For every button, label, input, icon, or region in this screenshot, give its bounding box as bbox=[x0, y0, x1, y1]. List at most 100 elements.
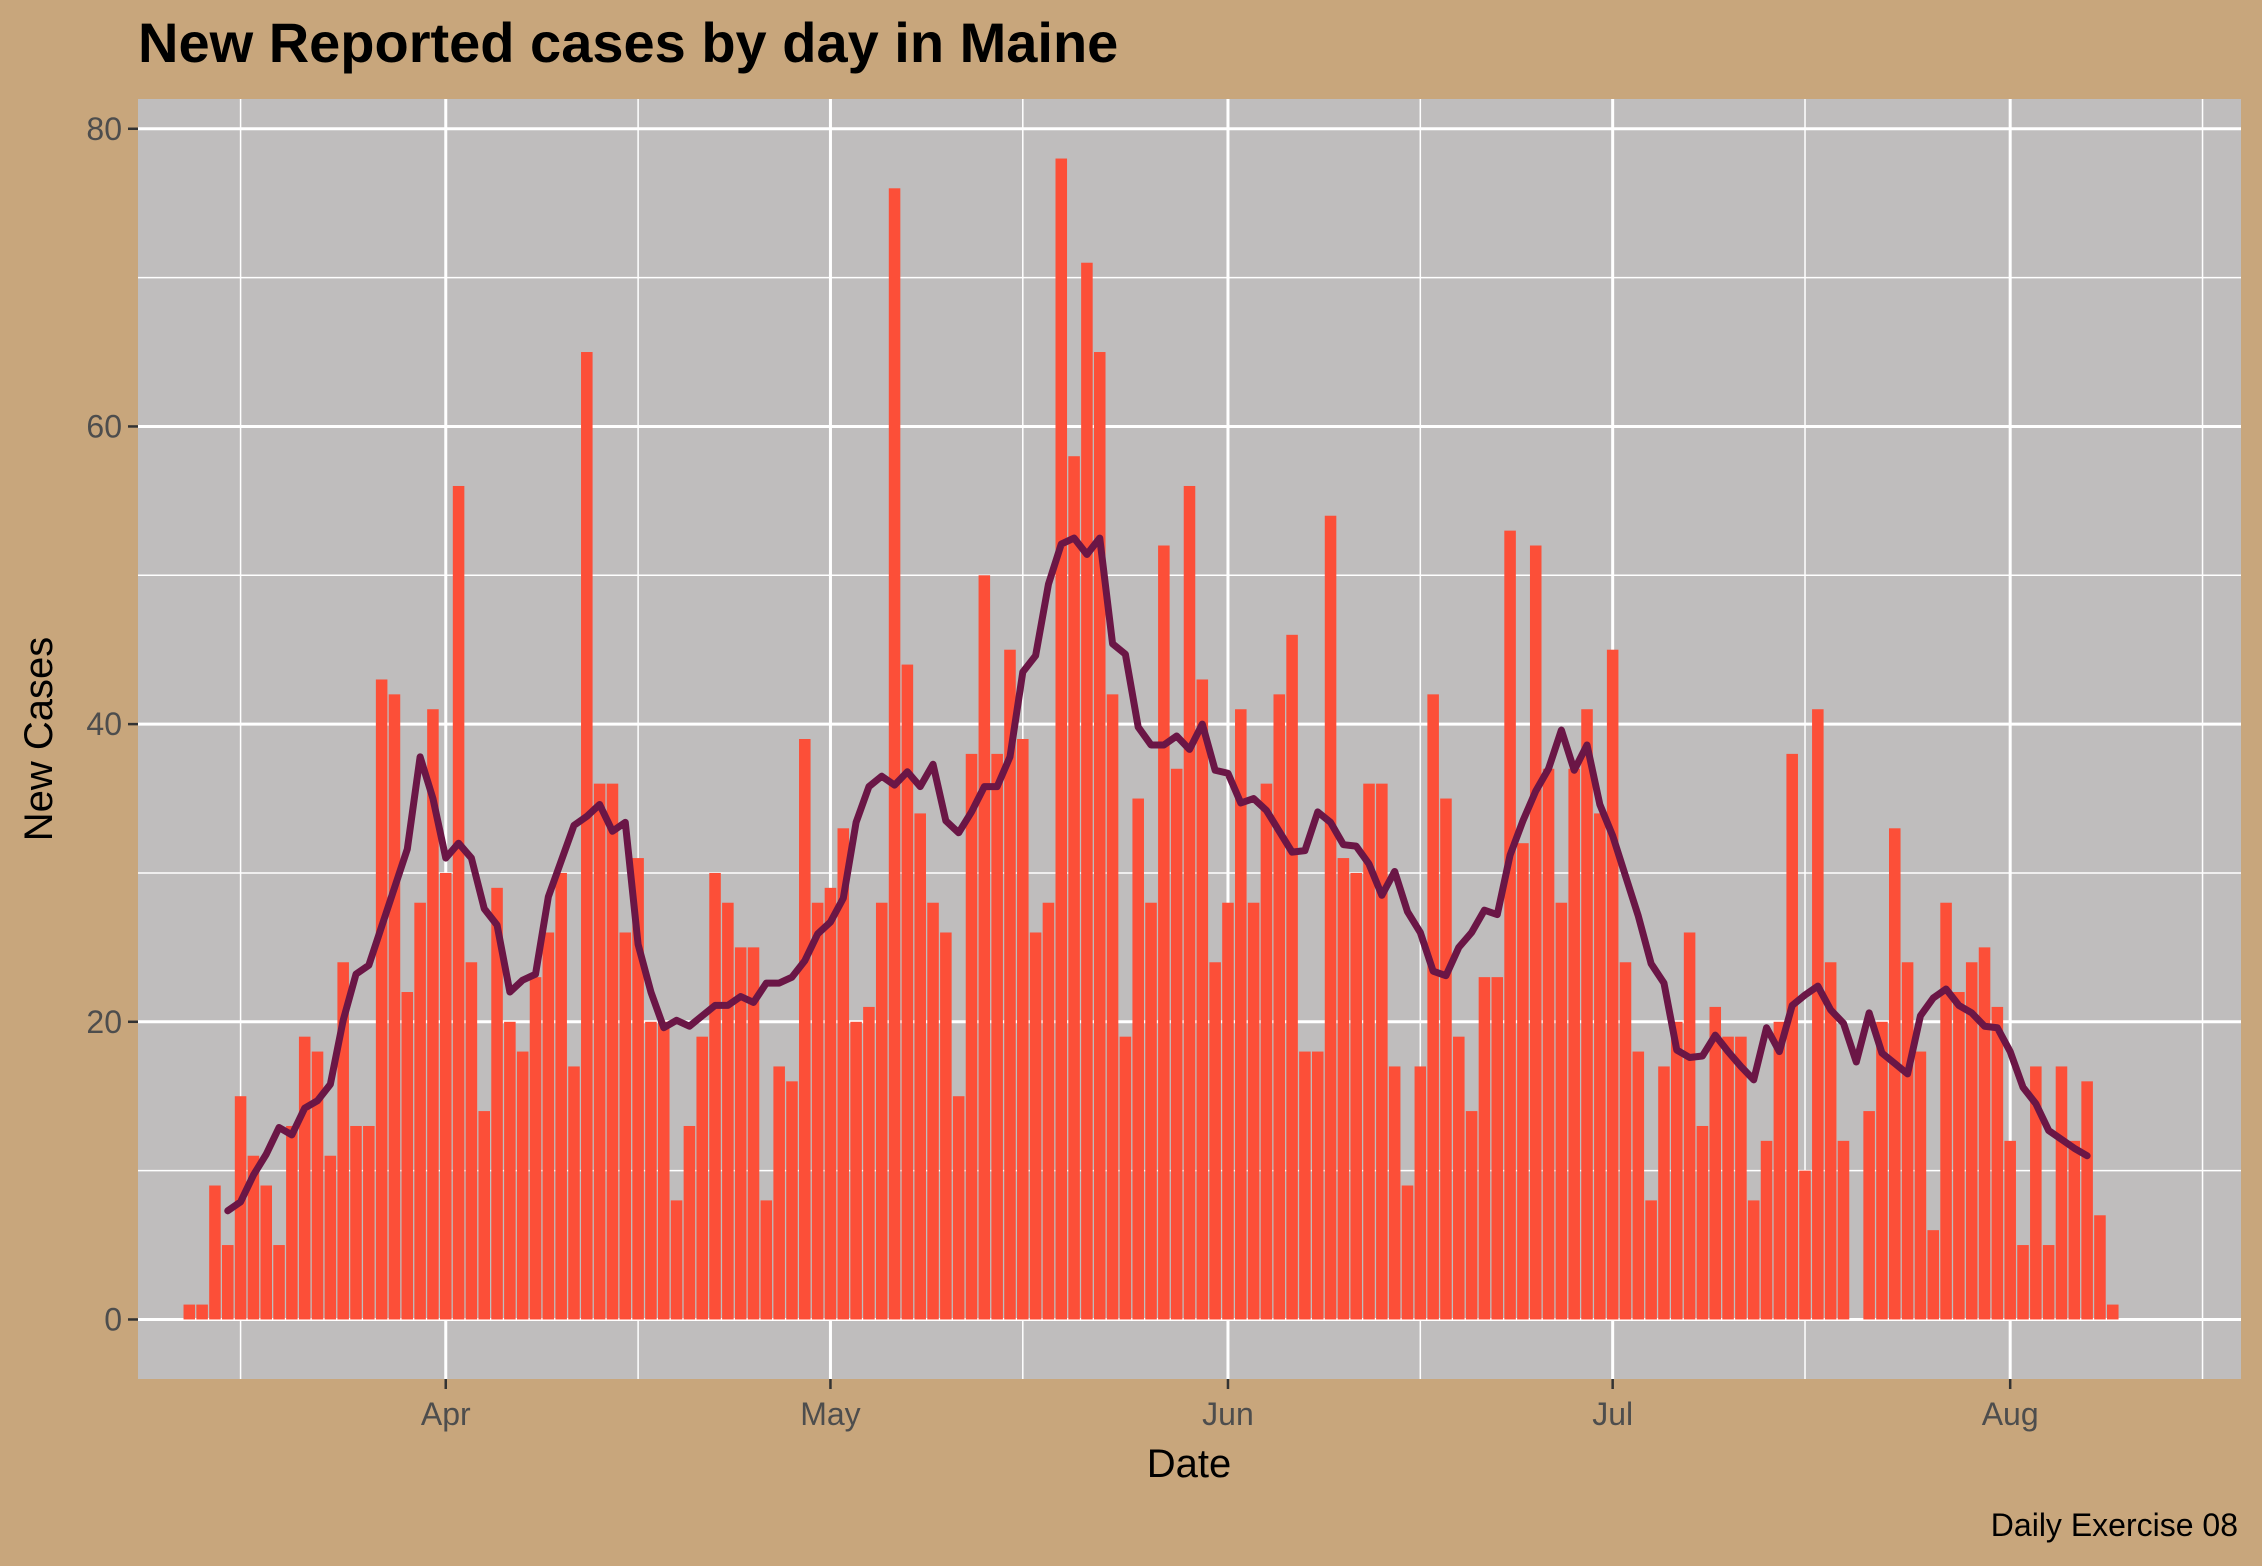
bar bbox=[1927, 1230, 1940, 1320]
bar bbox=[696, 1036, 708, 1320]
bar bbox=[683, 1125, 696, 1320]
bar bbox=[298, 1036, 311, 1320]
bar bbox=[914, 813, 926, 1320]
bar bbox=[2068, 1140, 2081, 1320]
bar bbox=[1901, 962, 1914, 1320]
bar bbox=[632, 858, 644, 1320]
bar bbox=[1542, 768, 1555, 1320]
bar-series bbox=[183, 158, 2119, 1320]
bar bbox=[1696, 1125, 1709, 1320]
bar bbox=[2081, 1081, 2093, 1320]
bar bbox=[1209, 962, 1221, 1320]
y-axis-title: New Cases bbox=[17, 637, 61, 842]
bar bbox=[183, 1304, 196, 1320]
bar bbox=[1017, 739, 1029, 1320]
bar bbox=[1581, 709, 1593, 1320]
bar bbox=[1594, 813, 1606, 1320]
y-tick-label: 60 bbox=[86, 408, 122, 444]
bar bbox=[965, 753, 978, 1320]
rolling-average-line bbox=[224, 534, 2091, 1215]
bar bbox=[1158, 545, 1170, 1320]
bar bbox=[388, 694, 401, 1320]
bar bbox=[837, 828, 850, 1320]
bar bbox=[1376, 783, 1388, 1320]
bar bbox=[1363, 783, 1375, 1320]
bar bbox=[850, 1021, 862, 1320]
bar bbox=[709, 872, 721, 1320]
bar bbox=[1619, 962, 1632, 1320]
bar bbox=[1940, 902, 1952, 1320]
bar bbox=[1196, 679, 1209, 1320]
bar bbox=[1183, 485, 1196, 1320]
bar bbox=[1286, 634, 1298, 1320]
bar bbox=[286, 1125, 298, 1320]
bar bbox=[645, 1021, 657, 1320]
bar bbox=[670, 1200, 683, 1320]
bar bbox=[542, 932, 555, 1320]
bar bbox=[1119, 1036, 1132, 1320]
bar bbox=[1299, 1051, 1311, 1320]
bar bbox=[1311, 1051, 1324, 1320]
bar bbox=[478, 1111, 490, 1320]
bar bbox=[1401, 1185, 1414, 1320]
bar bbox=[414, 902, 426, 1320]
x-tick-label: May bbox=[800, 1396, 860, 1432]
axes: 0 20 40 60 80 Apr May Jun Jul Aug bbox=[86, 111, 2038, 1432]
bar bbox=[568, 1066, 580, 1320]
bar bbox=[1273, 694, 1286, 1320]
bar bbox=[311, 1051, 324, 1320]
bar bbox=[375, 679, 388, 1320]
bar bbox=[350, 1125, 362, 1320]
bar bbox=[427, 709, 439, 1320]
bar bbox=[1478, 977, 1491, 1320]
bar bbox=[952, 1096, 965, 1320]
bar bbox=[581, 352, 593, 1320]
bar bbox=[1324, 515, 1337, 1320]
bar bbox=[927, 902, 939, 1320]
bar bbox=[1645, 1200, 1657, 1320]
bar bbox=[1491, 977, 1504, 1320]
bar bbox=[221, 1245, 234, 1320]
bar bbox=[1773, 1021, 1786, 1320]
bar bbox=[760, 1200, 773, 1320]
bar bbox=[1876, 1021, 1888, 1320]
bar bbox=[901, 664, 914, 1320]
bar bbox=[1991, 1006, 2004, 1320]
bar bbox=[1568, 768, 1580, 1320]
bar bbox=[1799, 1170, 1811, 1320]
bar bbox=[1081, 262, 1093, 1320]
bar bbox=[734, 947, 747, 1320]
bar bbox=[991, 753, 1003, 1320]
bar bbox=[260, 1185, 272, 1320]
bar bbox=[2030, 1066, 2042, 1320]
bar bbox=[1414, 1066, 1427, 1320]
bar bbox=[747, 947, 760, 1320]
bar bbox=[799, 739, 811, 1320]
x-axis-title: Date bbox=[1147, 1442, 1232, 1486]
bar bbox=[401, 992, 414, 1320]
x-tick-label: Jun bbox=[1202, 1396, 1254, 1432]
bar bbox=[1786, 753, 1798, 1320]
bar bbox=[1042, 902, 1055, 1320]
bar bbox=[1453, 1036, 1465, 1320]
bar bbox=[1132, 798, 1144, 1320]
bar bbox=[2094, 1215, 2106, 1320]
x-tick-label: Jul bbox=[1592, 1396, 1633, 1432]
bar bbox=[2042, 1245, 2055, 1320]
bar bbox=[1222, 902, 1234, 1320]
bar bbox=[1106, 694, 1119, 1320]
bar bbox=[1004, 649, 1016, 1320]
bar bbox=[196, 1304, 208, 1320]
bar bbox=[1350, 872, 1362, 1320]
bar bbox=[1953, 992, 1965, 1320]
bar bbox=[1683, 932, 1696, 1320]
bar bbox=[1863, 1111, 1875, 1320]
bar bbox=[1837, 1140, 1850, 1320]
bar bbox=[2055, 1066, 2068, 1320]
bar bbox=[1735, 1036, 1747, 1320]
bar bbox=[1247, 902, 1260, 1320]
bar bbox=[1965, 962, 1978, 1320]
bar bbox=[363, 1125, 375, 1320]
bar bbox=[811, 902, 824, 1320]
